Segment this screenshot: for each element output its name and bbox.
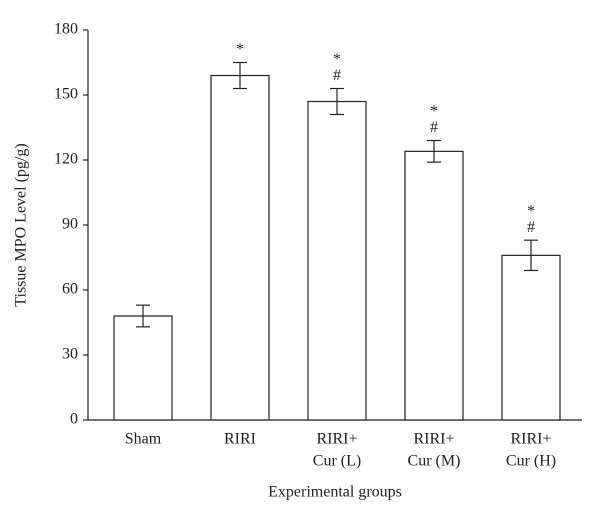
significance-mark: # — [527, 219, 535, 236]
x-tick-label: Sham — [125, 431, 162, 448]
x-tick-label: RIRI — [224, 431, 256, 448]
x-tick-label: Cur (M) — [408, 453, 461, 470]
bar — [501, 254, 561, 421]
y-tick-label: 60 — [62, 281, 78, 298]
significance-mark: * — [527, 203, 535, 220]
bar — [404, 150, 464, 421]
significance-mark: * — [236, 41, 244, 58]
y-tick-label: 0 — [70, 411, 78, 428]
y-tick-label: 30 — [62, 346, 78, 363]
y-axis-label: Tissue MPO Level (pg/g) — [13, 143, 30, 306]
bar — [307, 100, 367, 421]
x-tick-label: Cur (L) — [313, 453, 361, 470]
significance-mark: # — [430, 119, 438, 136]
bar — [210, 74, 270, 421]
x-tick-label: Cur (H) — [506, 453, 556, 470]
significance-mark: * — [430, 103, 438, 120]
x-axis-label: Experimental groups — [268, 484, 402, 501]
x-tick-label: RIRI+ — [413, 431, 454, 448]
bar — [113, 315, 173, 421]
significance-mark: * — [333, 51, 341, 68]
y-tick-label: 150 — [54, 86, 78, 103]
y-tick-label: 120 — [54, 151, 78, 168]
x-tick-label: RIRI+ — [316, 431, 357, 448]
x-tick-label: RIRI+ — [510, 431, 551, 448]
y-tick-label: 90 — [62, 216, 78, 233]
significance-mark: # — [333, 67, 341, 84]
y-tick-label: 180 — [54, 21, 78, 38]
